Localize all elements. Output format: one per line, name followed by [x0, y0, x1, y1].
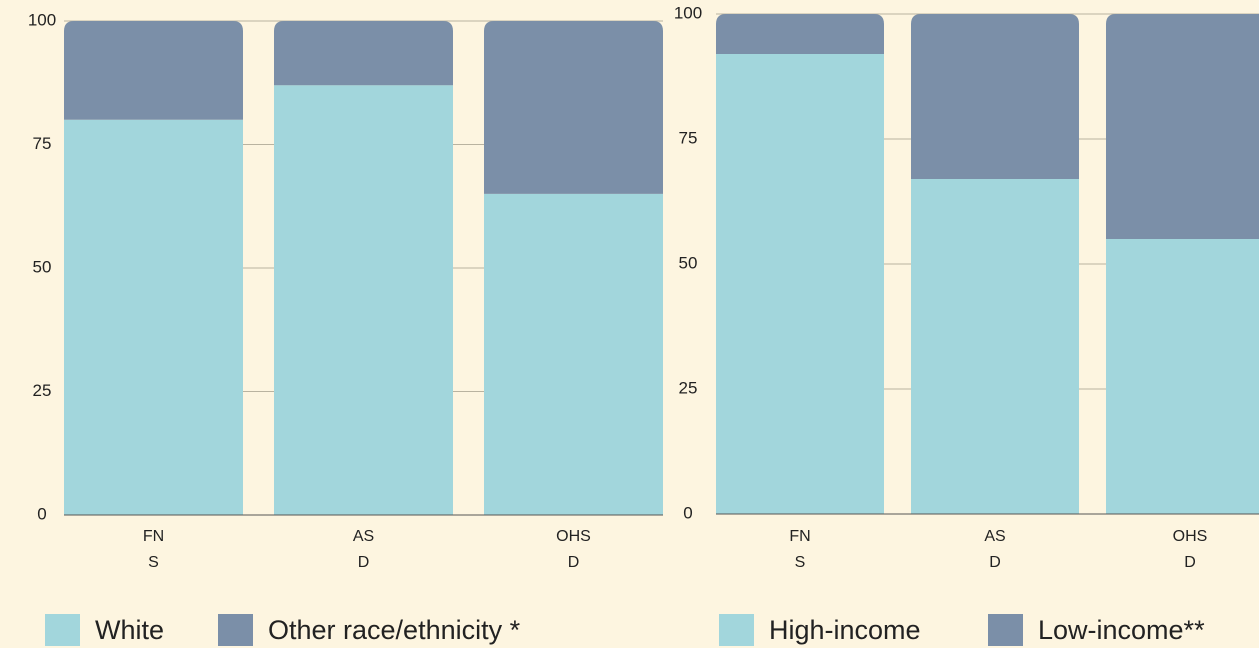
- y-tick-label: 50: [33, 257, 52, 276]
- legend-label: High-income: [769, 615, 921, 645]
- y-tick-label: 0: [683, 503, 692, 522]
- x-tick-label-line: OHS: [1173, 528, 1208, 545]
- y-tick-label: 75: [679, 128, 698, 147]
- bar-segment: [911, 14, 1079, 179]
- bar-segment: [1106, 14, 1259, 239]
- x-tick-label-line: S: [795, 554, 806, 571]
- y-tick-label: 100: [674, 3, 702, 22]
- legend-swatch: [719, 614, 754, 646]
- bar-segment: [716, 14, 884, 54]
- y-tick-label: 0: [37, 504, 46, 523]
- x-tick-label-line: D: [989, 554, 1001, 571]
- bar-segment: [274, 85, 453, 515]
- x-tick-label: OHS D: [1173, 528, 1208, 571]
- y-tick-label: 75: [33, 134, 52, 153]
- y-tick-label: 100: [28, 10, 56, 29]
- x-tick-label-line: AS: [353, 528, 374, 545]
- x-tick-label-line: FN: [789, 528, 810, 545]
- bar-segment: [274, 21, 453, 86]
- x-tick-label-line: D: [1184, 554, 1196, 571]
- bar-segment: [716, 54, 884, 514]
- legend-swatch: [218, 614, 253, 646]
- bar-segment: [64, 119, 243, 516]
- bar-segment: [1106, 239, 1259, 514]
- y-tick-label: 25: [679, 378, 698, 397]
- legend-label: White: [95, 615, 164, 645]
- y-tick-label: 25: [33, 381, 52, 400]
- legend-label: Low-income**: [1038, 615, 1205, 645]
- x-tick-label-line: AS: [984, 528, 1005, 545]
- y-tick-label: 50: [679, 253, 698, 272]
- legend-swatch: [45, 614, 80, 646]
- bar-segment: [64, 21, 243, 120]
- legend-label: Other race/ethnicity *: [268, 615, 521, 645]
- legend-swatch: [988, 614, 1023, 646]
- x-tick-label: AS D: [984, 528, 1005, 571]
- bar-segment: [484, 193, 663, 515]
- x-tick-label: AS D: [353, 528, 374, 571]
- bar-segment: [911, 179, 1079, 514]
- x-tick-label: FN S: [143, 528, 164, 571]
- bar-segment: [484, 21, 663, 194]
- x-tick-label-line: D: [568, 554, 580, 571]
- x-tick-label: FN S: [789, 528, 810, 571]
- x-tick-label: OHS D: [556, 528, 591, 571]
- x-tick-label-line: FN: [143, 528, 164, 545]
- x-tick-label-line: S: [148, 554, 159, 571]
- x-tick-label-line: OHS: [556, 528, 591, 545]
- x-tick-label-line: D: [358, 554, 370, 571]
